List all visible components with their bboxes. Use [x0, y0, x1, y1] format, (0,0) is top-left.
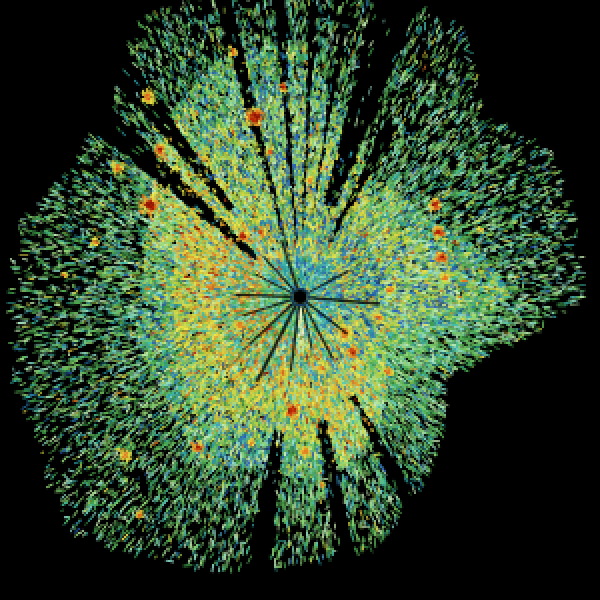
radar-ppi-figure [0, 0, 600, 600]
radar-scan-canvas [0, 0, 600, 600]
